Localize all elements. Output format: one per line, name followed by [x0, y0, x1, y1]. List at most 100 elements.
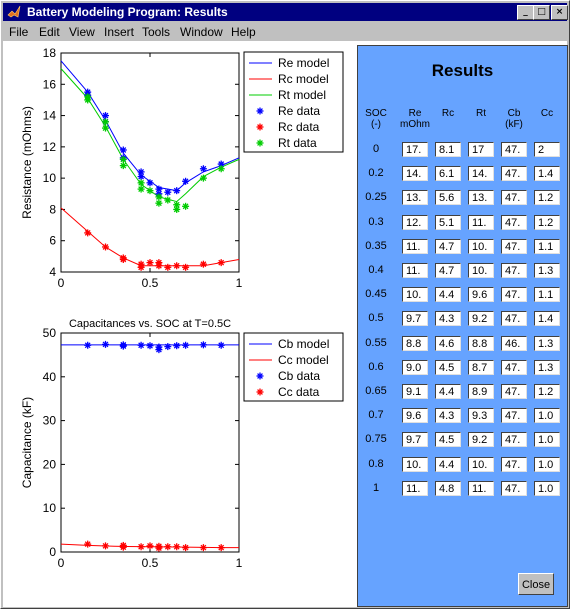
cell-re[interactable]: 9.6 [402, 408, 428, 424]
cell-cc[interactable]: 1.4 [534, 311, 560, 327]
cell-cb[interactable]: 47. [501, 480, 527, 496]
cell-cb[interactable]: 47. [501, 287, 527, 303]
cell-cb[interactable]: 47. [501, 359, 527, 375]
menu-help[interactable]: Help [231, 25, 256, 39]
cell-rt[interactable]: 10. [468, 238, 494, 254]
cell-rt[interactable]: 11. [468, 480, 494, 496]
cell-re[interactable]: 11. [402, 238, 428, 254]
soc-label: 0.75 [365, 433, 387, 446]
cell-rc[interactable]: 4.8 [435, 480, 461, 496]
cell-rc[interactable]: 5.6 [435, 190, 461, 206]
cell-cc[interactable]: 2 [534, 142, 560, 157]
cell-rc[interactable]: 4.5 [435, 359, 461, 375]
cell-rt[interactable]: 17 [468, 142, 494, 157]
cell-cc[interactable]: 1.3 [534, 263, 560, 278]
header-line1: Re [408, 108, 422, 119]
cell-re[interactable]: 14. [402, 166, 428, 182]
cell-rc[interactable]: 8.1 [435, 142, 461, 157]
cell-cc[interactable]: 1.2 [534, 384, 560, 399]
cell-cb[interactable]: 47. [501, 263, 527, 278]
cell-rc[interactable]: 4.4 [435, 384, 461, 399]
cell-rc[interactable]: 4.6 [435, 335, 461, 351]
cell-cb[interactable]: 47. [501, 456, 527, 472]
cell-re[interactable]: 8.8 [402, 335, 428, 351]
cell-re[interactable]: 12. [402, 214, 428, 230]
cell-rt[interactable]: 14. [468, 166, 494, 182]
cell-cc[interactable]: 1.4 [534, 166, 560, 182]
cell-rt[interactable]: 10. [468, 263, 494, 278]
data-point [217, 544, 225, 552]
legend-entry: Cc model [278, 353, 329, 367]
cell-cc[interactable]: 1.1 [534, 238, 560, 254]
cell-cc[interactable]: 1.3 [534, 335, 560, 351]
cell-rc[interactable]: 4.7 [435, 238, 461, 254]
cell-rc[interactable]: 4.4 [435, 456, 461, 472]
data-point [119, 255, 127, 263]
cell-cb[interactable]: 47. [501, 238, 527, 254]
cell-rc[interactable]: 4.5 [435, 432, 461, 448]
cell-re[interactable]: 13. [402, 190, 428, 206]
cell-rt[interactable]: 13. [468, 190, 494, 206]
cell-rt[interactable]: 8.7 [468, 359, 494, 375]
cell-cc[interactable]: 1.0 [534, 480, 560, 496]
cell-re[interactable]: 11. [402, 263, 428, 278]
x-tick-label: 1 [236, 276, 243, 290]
header-line1: Cb [507, 108, 521, 119]
close-button[interactable]: Close [518, 573, 554, 595]
cell-re[interactable]: 11. [402, 480, 428, 496]
menu-window[interactable]: Window [180, 25, 223, 39]
menu-file[interactable]: File [9, 25, 29, 39]
cell-cc[interactable]: 1.0 [534, 432, 560, 448]
cell-cb[interactable]: 47. [501, 408, 527, 424]
cell-re[interactable]: 9.1 [402, 384, 428, 399]
cell-cc[interactable]: 1.1 [534, 287, 560, 303]
cell-re[interactable]: 10. [402, 456, 428, 472]
cell-cc[interactable]: 1.3 [534, 359, 560, 375]
cell-cc[interactable]: 1.0 [534, 408, 560, 424]
cell-cc[interactable]: 1.2 [534, 190, 560, 206]
cell-cb[interactable]: 47. [501, 166, 527, 182]
cell-rc[interactable]: 4.3 [435, 311, 461, 327]
maximize-button[interactable]: □ [533, 5, 550, 20]
close-window-button[interactable]: × [551, 5, 568, 20]
cell-rc[interactable]: 4.7 [435, 263, 461, 278]
cell-rc[interactable]: 6.1 [435, 166, 461, 182]
data-point [84, 96, 92, 104]
cell-rt[interactable]: 8.9 [468, 384, 494, 399]
cell-cb[interactable]: 47. [501, 214, 527, 230]
cell-re[interactable]: 9.7 [402, 432, 428, 448]
cell-rt[interactable]: 9.6 [468, 287, 494, 303]
cell-rt[interactable]: 11. [468, 214, 494, 230]
cell-re[interactable]: 17. [402, 142, 428, 157]
data-point [164, 188, 172, 196]
cell-cb[interactable]: 47. [501, 311, 527, 327]
cell-rt[interactable]: 9.2 [468, 432, 494, 448]
title-bar[interactable]: Battery Modeling Program: Results _ □ × [3, 3, 568, 21]
minimize-button[interactable]: _ [517, 5, 534, 20]
cell-rc[interactable]: 4.3 [435, 408, 461, 424]
cell-rc[interactable]: 4.4 [435, 287, 461, 303]
cell-cb[interactable]: 47. [501, 190, 527, 206]
menu-view[interactable]: View [69, 25, 95, 39]
cell-cb[interactable]: 47. [501, 384, 527, 399]
menu-insert[interactable]: Insert [104, 25, 135, 39]
cell-rt[interactable]: 9.3 [468, 408, 494, 424]
soc-label: 0.45 [365, 288, 387, 301]
cell-rc[interactable]: 5.1 [435, 214, 461, 230]
cell-cc[interactable]: 1.0 [534, 456, 560, 472]
cell-rt[interactable]: 10. [468, 456, 494, 472]
data-point [182, 177, 190, 185]
data-point [182, 341, 190, 349]
soc-label: 0.65 [365, 385, 387, 397]
cell-re[interactable]: 9.0 [402, 359, 428, 375]
cell-re[interactable]: 10. [402, 287, 428, 303]
cell-cb[interactable]: 46. [501, 335, 527, 351]
cell-cc[interactable]: 1.2 [534, 214, 560, 230]
menu-edit[interactable]: Edit [39, 25, 60, 39]
cell-cb[interactable]: 47. [501, 142, 527, 157]
menu-tools[interactable]: Tools [142, 25, 171, 39]
cell-re[interactable]: 9.7 [402, 311, 428, 327]
cell-rt[interactable]: 9.2 [468, 311, 494, 327]
cell-rt[interactable]: 8.8 [468, 335, 494, 351]
cell-cb[interactable]: 47. [501, 432, 527, 448]
